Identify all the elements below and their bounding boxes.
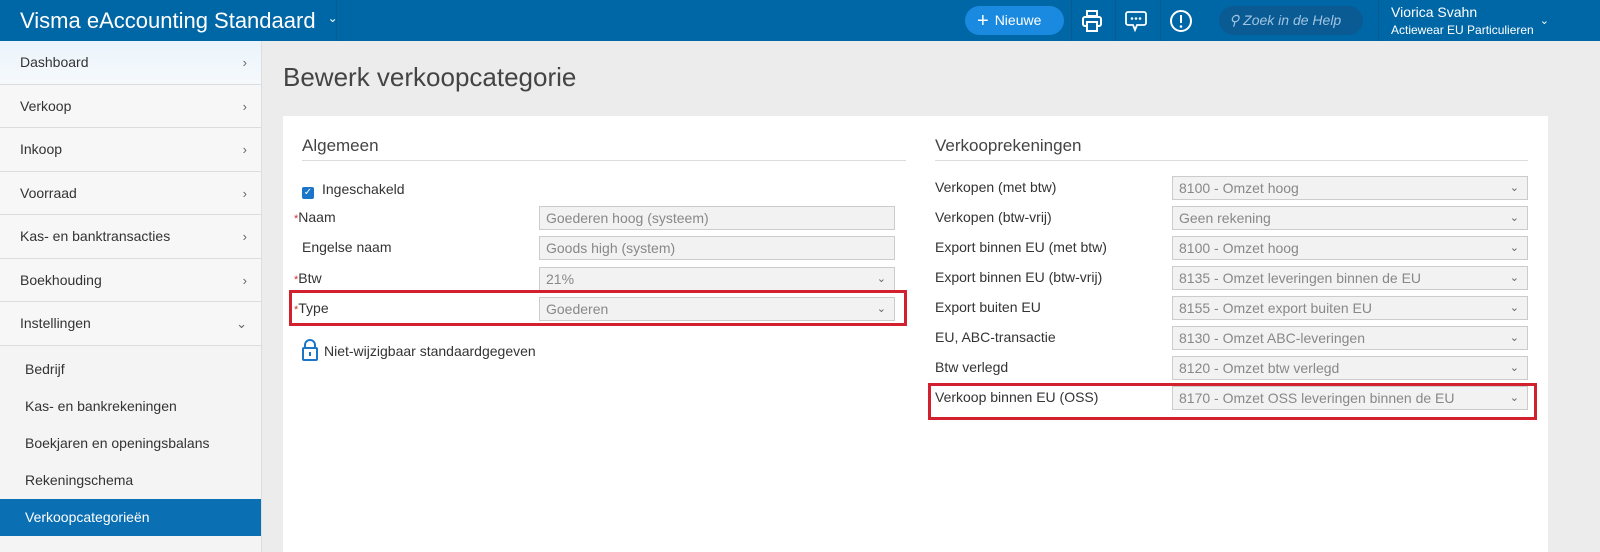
sidebar-item-label: Instellingen — [20, 315, 91, 331]
chevron-right-icon: › — [242, 272, 247, 288]
chat-icon[interactable] — [1124, 9, 1148, 33]
highlight-box — [289, 290, 907, 326]
sidebar-item-label: Dashboard — [20, 54, 89, 70]
alert-icon[interactable] — [1169, 9, 1193, 33]
sidebar-item-inkoop[interactable]: Inkoop › — [0, 128, 261, 172]
enabled-checkbox[interactable]: ✓ Ingeschakeld — [302, 177, 405, 201]
section-heading: Verkooprekeningen — [935, 136, 1528, 161]
account-label: Export binnen EU (met btw) — [935, 239, 1107, 255]
chevron-right-icon: › — [242, 142, 247, 157]
user-name: Viorica Svahn — [1391, 4, 1478, 20]
page-title: Bewerk verkoopcategorie — [283, 62, 577, 92]
print-icon[interactable] — [1080, 9, 1104, 33]
chevron-down-icon: ⌄ — [1509, 362, 1519, 374]
plus-icon: + — [977, 10, 989, 32]
chevron-down-icon: ⌄ — [876, 303, 886, 315]
top-bar: Visma eAccounting Standaard ⌄ + Nieuwe ⚲ … — [0, 0, 1600, 41]
divider — [1071, 0, 1072, 41]
chevron-right-icon: › — [242, 229, 247, 244]
naam-input[interactable]: Goederen hoog (systeem) — [539, 206, 895, 230]
chevron-down-icon: ⌄ — [236, 316, 247, 331]
sidebar-item-boekhouding[interactable]: Boekhouding › — [0, 258, 261, 302]
sidebar-subitem-rekeningschema[interactable]: Rekeningschema — [0, 461, 261, 499]
new-label: Nieuwe — [994, 12, 1042, 28]
sidebar-subitem-boekjaren[interactable]: Boekjaren en openingsbalans — [0, 424, 261, 462]
chevron-right-icon: › — [242, 55, 247, 70]
chevron-down-icon: ⌄ — [1509, 302, 1519, 314]
chevron-down-icon[interactable]: ⌄ — [1539, 15, 1549, 27]
chevron-down-icon: ⌄ — [1509, 272, 1519, 284]
account-select[interactable]: 8135 - Omzet leveringen binnen de EU ⌄ — [1172, 266, 1528, 290]
account-select[interactable]: 8130 - Omzet ABC-leveringen ⌄ — [1172, 326, 1528, 350]
lock-icon — [302, 339, 318, 361]
sidebar-subitem-kas-bankrekeningen[interactable]: Kas- en bankrekeningen — [0, 387, 261, 425]
account-label: Export buiten EU — [935, 299, 1041, 315]
sidebar-item-label: Boekhouding — [20, 271, 102, 288]
account-label: Verkopen (met btw) — [935, 179, 1057, 195]
sidebar: Dashboard › Verkoop › Inkoop › Voorraad › Ka… — [0, 41, 262, 552]
divider — [1160, 0, 1161, 41]
chevron-right-icon: › — [242, 185, 247, 201]
account-select[interactable]: Geen rekening ⌄ — [1172, 206, 1528, 230]
account-label: Verkoop binnen EU (OSS) — [935, 389, 1099, 405]
search-placeholder: Zoek in de Help — [1243, 12, 1342, 28]
chevron-down-icon: ⌄ — [1509, 182, 1519, 194]
type-label: *Type — [294, 300, 329, 316]
enabled-label: Ingeschakeld — [322, 181, 405, 197]
highlight-box — [928, 383, 1537, 420]
app-switcher[interactable]: Visma eAccounting Standaard ⌄ — [20, 0, 338, 41]
chevron-down-icon: ⌄ — [876, 273, 886, 285]
accounts-section: Verkooprekeningen — [935, 136, 1528, 161]
naam-label: *Naam — [294, 209, 336, 225]
form-card: Algemeen ✓ Ingeschakeld *Naam Goederen ho… — [283, 116, 1548, 552]
account-label: Verkopen (btw-vrij) — [935, 209, 1052, 225]
chevron-down-icon: ⌄ — [1509, 332, 1519, 344]
lock-note: Niet-wijzigbaar standaardgegeven — [302, 339, 536, 363]
account-label: Export binnen EU (btw-vrij) — [935, 269, 1103, 285]
account-select[interactable]: 8100 - Omzet hoog ⌄ — [1172, 176, 1528, 200]
company-name: Actiewear EU Particulieren — [1391, 23, 1534, 37]
sidebar-item-voorraad[interactable]: Voorraad › — [0, 171, 261, 215]
sidebar-item-label: Kas- en banktransacties — [20, 228, 171, 244]
sidebar-item-label: Verkoop — [20, 97, 72, 114]
chevron-down-icon[interactable]: ⌄ — [327, 10, 338, 25]
account-select[interactable]: 8100 - Omzet hoog ⌄ — [1172, 236, 1528, 260]
engelse-naam-label: Engelse naam — [302, 239, 392, 255]
new-button[interactable]: + Nieuwe — [965, 6, 1064, 35]
account-select[interactable]: 8155 - Omzet export buiten EU ⌄ — [1172, 296, 1528, 320]
sidebar-item-dashboard[interactable]: Dashboard › — [0, 41, 261, 85]
sidebar-subitem-verkoopcategorieen[interactable]: Verkoopcategorieën — [0, 498, 261, 536]
sidebar-item-label: Inkoop — [20, 141, 63, 157]
btw-select[interactable]: 21% ⌄ — [539, 267, 895, 291]
btw-label: *Btw — [294, 270, 322, 286]
sidebar-item-kas-bank[interactable]: Kas- en banktransacties › — [0, 215, 261, 259]
sidebar-item-instellingen[interactable]: Instellingen ⌄ — [0, 302, 261, 346]
divider — [336, 0, 337, 41]
account-select[interactable]: 8120 - Omzet btw verlegd ⌄ — [1172, 356, 1528, 380]
sidebar-item-label: Voorraad — [20, 184, 77, 201]
help-search-input[interactable]: ⚲ Zoek in de Help — [1219, 6, 1363, 35]
user-menu[interactable]: Viorica Svahn Actiewear EU Particulieren … — [1391, 0, 1549, 41]
account-select[interactable]: 8170 - Omzet OSS leveringen binnen de EU… — [1172, 386, 1528, 410]
type-select[interactable]: Goederen ⌄ — [539, 297, 895, 321]
account-label: EU, ABC-transactie — [935, 329, 1056, 345]
chevron-down-icon: ⌄ — [1509, 212, 1519, 224]
sidebar-subitem-bedrijf[interactable]: Bedrijf — [0, 350, 261, 388]
chevron-down-icon: ⌄ — [1509, 392, 1519, 404]
section-heading: Algemeen — [302, 136, 906, 161]
checkbox-checked-icon[interactable]: ✓ — [302, 187, 314, 199]
account-label: Btw verlegd — [935, 359, 1009, 375]
divider — [1378, 0, 1379, 41]
general-section: Algemeen — [302, 136, 906, 161]
chevron-down-icon: ⌄ — [1509, 242, 1519, 254]
search-icon: ⚲ — [1229, 12, 1240, 28]
chevron-right-icon: › — [242, 98, 247, 114]
sidebar-item-verkoop[interactable]: Verkoop › — [0, 84, 261, 128]
divider — [1115, 0, 1116, 41]
app-title[interactable]: Visma eAccounting Standaard — [20, 7, 316, 33]
engelse-naam-input[interactable]: Goods high (system) — [539, 236, 895, 260]
